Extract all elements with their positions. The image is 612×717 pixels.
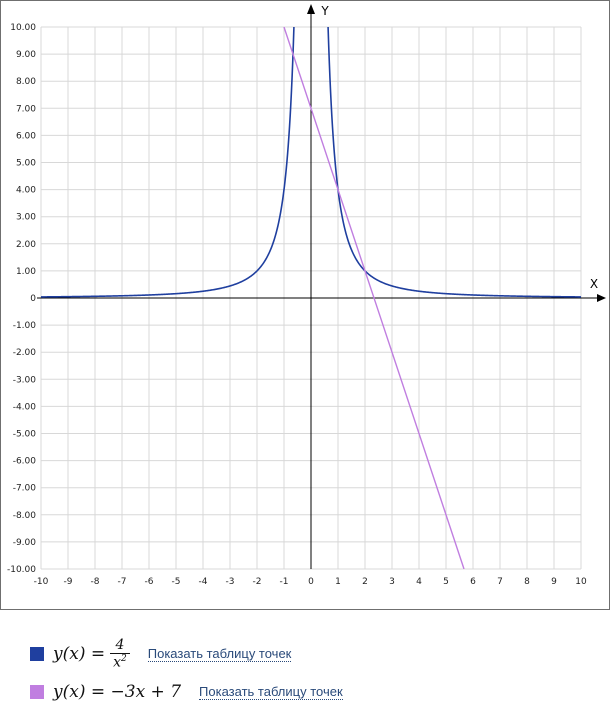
- x-tick-label: -5: [172, 577, 181, 587]
- x-tick-label: -8: [91, 577, 100, 587]
- fraction-numerator: 4: [115, 636, 125, 653]
- legend-formula: y(x) = 4 x2: [53, 638, 130, 670]
- y-tick-label: 7.00: [16, 104, 36, 114]
- y-tick-label: 2.00: [16, 240, 36, 250]
- fraction-denominator: x2: [110, 652, 130, 671]
- x-tick-label: 5: [443, 577, 449, 587]
- y-tick-label: 8.00: [16, 77, 36, 87]
- y-tick-label: -6.00: [13, 457, 37, 467]
- x-tick-label: 10: [575, 577, 587, 587]
- y-tick-label: 4.00: [16, 186, 36, 196]
- x-tick-label: -4: [199, 577, 208, 587]
- x-tick-label: -9: [64, 577, 73, 587]
- y-tick-label: -8.00: [13, 511, 37, 521]
- show-points-table-link[interactable]: Показать таблицу точек: [147, 646, 292, 662]
- legend-item-inverse-square: y(x) = 4 x2 Показать таблицу точек: [30, 638, 292, 670]
- plot-frame: X Y -10 -9 -8 -7 -6 -5 -4 -3 -2 -1 0 1 2 3 4 5 6 7 8 9 10 10.00…: [0, 0, 610, 610]
- x-axis-arrow: [597, 294, 606, 302]
- x-tick-label: -7: [118, 577, 127, 587]
- x-tick-label: 8: [524, 577, 530, 587]
- x-tick-label: -1: [280, 577, 289, 587]
- x-tick-label: -10: [34, 577, 49, 587]
- y-tick-label: -5.00: [13, 430, 37, 440]
- y-tick-label: 5.00: [16, 159, 36, 169]
- y-axis-arrow: [307, 4, 315, 14]
- formula-lhs: y(x) =: [53, 644, 106, 664]
- x-tick-label: 1: [335, 577, 341, 587]
- function-plot: XY-10 -9 -8 -7 -6 -5 -4 -3 -2 -1 0 1 2 3 4 5 6 7 8 9 1010.00…: [7, 4, 606, 587]
- fraction: 4 x2: [110, 638, 130, 670]
- x-tick-label: -6: [145, 577, 154, 587]
- legend-swatch-violet: [30, 685, 44, 699]
- series-linear: [283, 27, 465, 569]
- legend-formula: y(x) = −3x + 7: [53, 682, 181, 702]
- y-tick-label: 10.00: [10, 23, 36, 33]
- y-tick-label: -2.00: [13, 348, 37, 358]
- x-tick-label: 0: [308, 577, 314, 587]
- x-tick-label: 3: [389, 577, 395, 587]
- y-tick-label: 9.00: [16, 50, 36, 60]
- x-tick-label: 2: [362, 577, 368, 587]
- y-tick-label: -4.00: [13, 402, 37, 412]
- x-tick-label: 4: [416, 577, 422, 587]
- y-tick-label: -10.00: [7, 565, 36, 575]
- x-tick-label: -3: [226, 577, 235, 587]
- denominator-base: x: [113, 654, 122, 671]
- x-axis-title: X: [590, 277, 598, 291]
- show-points-table-link[interactable]: Показать таблицу точек: [199, 684, 343, 700]
- y-tick-label: -1.00: [13, 321, 37, 331]
- formula-text: y(x) = −3x + 7: [53, 682, 182, 702]
- x-tick-label: 6: [470, 577, 476, 587]
- y-tick-label: 1.00: [16, 267, 36, 277]
- series-inverse-square-left: [41, 27, 295, 298]
- y-tick-label: 3.00: [16, 213, 36, 223]
- y-tick-label: -9.00: [13, 538, 37, 548]
- y-tick-label: 6.00: [16, 131, 36, 141]
- series-inverse-square-right: [327, 27, 581, 298]
- y-tick-label: -7.00: [13, 484, 37, 494]
- legend-item-linear: y(x) = −3x + 7 Показать таблицу точек: [30, 678, 343, 706]
- x-tick-label: 7: [497, 577, 503, 587]
- y-axis-title: Y: [320, 4, 329, 18]
- y-tick-label: 0: [30, 294, 36, 304]
- y-tick-label: -3.00: [13, 375, 37, 385]
- legend-swatch-blue: [30, 647, 44, 661]
- denominator-exponent: 2: [121, 653, 127, 664]
- x-tick-label: 9: [551, 577, 557, 587]
- x-tick-label: -2: [253, 577, 262, 587]
